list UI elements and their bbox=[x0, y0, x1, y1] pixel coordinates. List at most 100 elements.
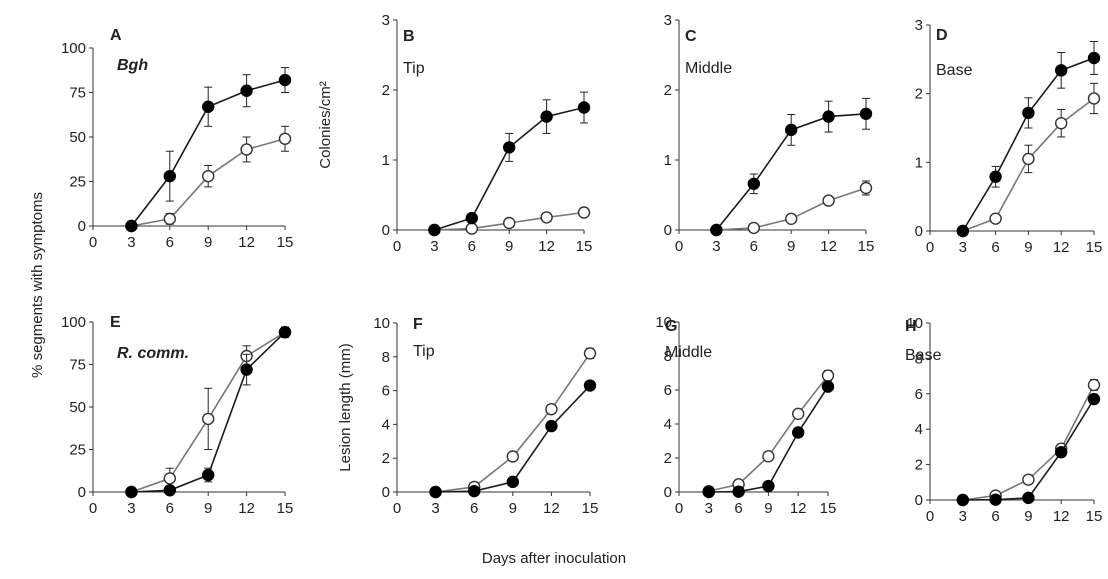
x-tick-label: 9 bbox=[764, 500, 772, 517]
data-point bbox=[785, 123, 798, 137]
x-tick-label: 15 bbox=[1086, 239, 1103, 256]
x-tick-label: 9 bbox=[1024, 508, 1032, 525]
data-point bbox=[163, 212, 177, 226]
y-tick-label: 75 bbox=[69, 85, 86, 102]
data-point bbox=[989, 493, 1002, 506]
data-point bbox=[428, 223, 441, 237]
x-tick-label: 3 bbox=[431, 500, 439, 517]
y-tick-label: 0 bbox=[78, 218, 86, 235]
y-tick-label: 2 bbox=[664, 82, 672, 99]
data-point bbox=[506, 475, 519, 489]
panel-e: 0 25 50 75 100 0 3 6 9 12 15 E R. comm. bbox=[61, 314, 293, 517]
y-tick-label: 6 bbox=[382, 383, 390, 400]
x-tick-label: 12 bbox=[1053, 508, 1070, 525]
data-point bbox=[540, 110, 553, 123]
panel-letter: H bbox=[905, 318, 917, 335]
data-point bbox=[577, 206, 591, 219]
data-point bbox=[1054, 116, 1068, 130]
series-line bbox=[434, 106, 585, 231]
y-tick-label: 2 bbox=[382, 82, 390, 99]
data-point bbox=[540, 211, 553, 224]
data-point bbox=[702, 485, 715, 499]
x-tick-label: 15 bbox=[858, 238, 875, 255]
data-point bbox=[545, 402, 558, 416]
x-tick-label: 0 bbox=[393, 500, 401, 517]
series-filled bbox=[702, 380, 835, 499]
y-tick-label: 3 bbox=[915, 17, 923, 34]
y-axis-title: % segments with symptoms bbox=[29, 192, 46, 378]
x-tick-label: 3 bbox=[127, 500, 135, 517]
data-point bbox=[465, 211, 478, 225]
common-x-axis-label: Days after inoculation bbox=[481, 550, 627, 567]
data-point bbox=[1022, 491, 1035, 505]
series-filled bbox=[125, 67, 292, 233]
data-point bbox=[503, 216, 516, 230]
series-line bbox=[708, 375, 829, 492]
x-tick-label: 0 bbox=[393, 238, 401, 255]
series-line bbox=[962, 57, 1095, 232]
y-tick-label: 50 bbox=[69, 129, 86, 146]
y-tick-label: 2 bbox=[915, 86, 923, 103]
data-point bbox=[747, 221, 760, 235]
data-point bbox=[822, 194, 835, 207]
y-tick-label: 100 bbox=[61, 314, 86, 331]
data-point bbox=[822, 110, 835, 123]
panel-letter: G bbox=[665, 318, 677, 335]
x-tick-label: 12 bbox=[1053, 239, 1070, 256]
y-tick-label: 25 bbox=[69, 174, 86, 191]
series-filled bbox=[956, 392, 1101, 507]
x-tick-label: 0 bbox=[675, 238, 683, 255]
x-tick-label: 3 bbox=[705, 500, 713, 517]
data-point bbox=[201, 412, 215, 426]
x-tick-label: 0 bbox=[926, 508, 934, 525]
x-tick-label: 0 bbox=[89, 500, 97, 517]
y-tick-label: 2 bbox=[664, 450, 672, 467]
panel-letter: E bbox=[110, 314, 121, 331]
data-point bbox=[163, 484, 177, 497]
y-tick-label: 0 bbox=[915, 492, 923, 509]
panel-letter: A bbox=[110, 27, 122, 44]
x-tick-label: 3 bbox=[959, 508, 967, 525]
series-open bbox=[956, 378, 1101, 507]
data-point bbox=[821, 380, 835, 393]
data-point bbox=[792, 407, 805, 420]
data-point bbox=[583, 347, 597, 360]
series-filled bbox=[125, 326, 292, 499]
panel-g: 0 2 4 6 8 10 0 3 6 9 12 15 G Middle bbox=[655, 314, 836, 517]
data-point bbox=[762, 479, 775, 493]
data-point bbox=[240, 84, 253, 97]
series-filled bbox=[428, 91, 591, 237]
y-tick-label: 1 bbox=[382, 152, 390, 169]
y-tick-label: 8 bbox=[915, 350, 923, 367]
data-point bbox=[201, 100, 215, 113]
data-point bbox=[163, 169, 177, 183]
series-open bbox=[125, 125, 292, 233]
data-point bbox=[468, 484, 481, 498]
x-tick-label: 9 bbox=[204, 234, 212, 251]
x-tick-label: 6 bbox=[991, 508, 999, 525]
data-point bbox=[956, 224, 969, 238]
data-point bbox=[792, 426, 805, 439]
y-tick-label: 4 bbox=[664, 416, 672, 433]
data-point bbox=[583, 379, 597, 392]
x-tick-label: 12 bbox=[238, 234, 255, 251]
y-tick-label: 0 bbox=[382, 484, 390, 501]
x-tick-label: 6 bbox=[166, 500, 174, 517]
data-point bbox=[859, 107, 873, 121]
y-tick-label: 25 bbox=[69, 442, 86, 459]
data-point bbox=[201, 169, 215, 183]
x-tick-label: 6 bbox=[734, 500, 742, 517]
panel-subtitle: Middle bbox=[685, 60, 732, 77]
y-tick-label: 0 bbox=[78, 484, 86, 501]
data-point bbox=[732, 485, 745, 498]
panel-letter: B bbox=[403, 28, 415, 45]
y-tick-label: 50 bbox=[69, 399, 86, 416]
data-point bbox=[1087, 378, 1101, 392]
data-point bbox=[465, 222, 478, 235]
data-point bbox=[125, 219, 138, 233]
x-tick-label: 6 bbox=[750, 238, 758, 255]
data-point bbox=[201, 468, 215, 482]
data-point bbox=[989, 170, 1002, 183]
